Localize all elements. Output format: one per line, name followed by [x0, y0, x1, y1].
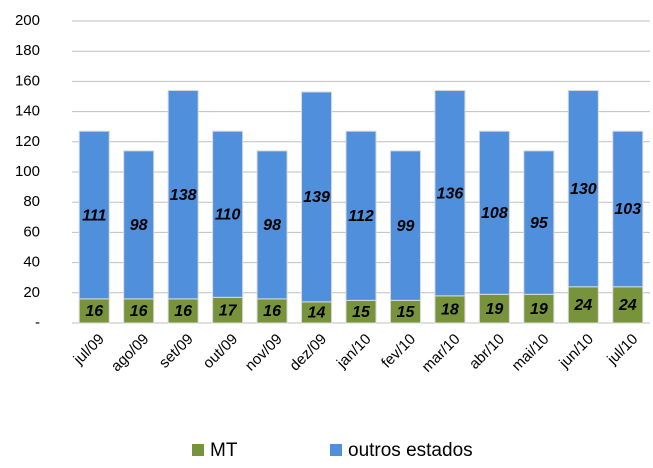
y-tick-label: - [35, 314, 40, 331]
data-label: 19 [485, 301, 503, 318]
data-label: 24 [573, 297, 592, 314]
y-tick-label: 140 [15, 103, 40, 120]
x-tick-label: mar/10 [419, 331, 464, 376]
x-tick-label: set/09 [156, 331, 197, 372]
y-tick-label: 40 [23, 254, 40, 271]
x-tick-label: jan/10 [333, 331, 375, 373]
bar-segment [567, 89, 599, 288]
data-label: 112 [348, 208, 374, 225]
bar-segment [212, 130, 244, 298]
data-label: 98 [130, 217, 148, 234]
x-tick-label: jul/10 [603, 331, 641, 369]
legend-label: outros estados [348, 440, 473, 461]
bar-segment [567, 286, 599, 324]
data-label: 16 [263, 303, 281, 320]
data-label: 18 [441, 302, 459, 319]
y-tick-label: 80 [23, 193, 40, 210]
legend-swatch [330, 444, 342, 456]
bar-segment [434, 89, 466, 297]
data-label: 14 [308, 305, 326, 322]
bar-segment [123, 150, 155, 300]
bar-segment [523, 150, 555, 295]
data-label: 136 [437, 185, 464, 202]
data-label: 108 [481, 205, 508, 222]
bar-segment [478, 130, 510, 295]
y-tick-label: 200 [15, 12, 40, 29]
bar-segment [123, 298, 155, 324]
bar-segment [612, 130, 644, 288]
data-label: 130 [570, 181, 597, 198]
x-tick-label: out/09 [200, 331, 242, 373]
data-label: 110 [215, 206, 241, 223]
data-label: 19 [530, 301, 548, 318]
bar-segment [345, 130, 377, 301]
data-label: 15 [352, 304, 371, 321]
y-tick-label: 160 [15, 72, 40, 89]
data-label: 103 [614, 201, 641, 218]
x-tick-label: dez/09 [286, 331, 330, 375]
bar-segment [434, 295, 466, 324]
y-tick-label: 180 [15, 42, 40, 59]
data-label: 111 [82, 207, 106, 224]
y-tick-label: 20 [23, 284, 40, 301]
bar-segment [78, 130, 110, 300]
y-tick-label: 120 [15, 133, 40, 150]
bar-segment [612, 286, 644, 324]
y-tick-label: 60 [23, 223, 40, 240]
y-tick-label: 100 [15, 163, 40, 180]
bar-segment [256, 150, 288, 300]
data-label: 95 [530, 215, 549, 232]
data-label: 138 [170, 187, 197, 204]
x-tick-label: mai/10 [509, 331, 553, 375]
bar-segment [389, 150, 421, 301]
data-label: 24 [618, 297, 637, 314]
x-tick-label: jul/09 [70, 331, 108, 369]
data-label: 98 [263, 217, 281, 234]
data-label: 17 [219, 302, 238, 319]
data-label: 15 [397, 304, 416, 321]
data-label: 16 [130, 303, 148, 320]
bar-segment [78, 298, 110, 324]
legend-label: MT [210, 440, 238, 461]
bar-segment [301, 91, 333, 303]
bar-segment [167, 298, 199, 324]
data-label: 16 [174, 303, 192, 320]
bar-segment [523, 293, 555, 324]
legend-swatch [192, 444, 204, 456]
data-label: 16 [85, 303, 103, 320]
bar-segment [167, 89, 199, 300]
x-tick-label: ago/09 [108, 331, 152, 375]
data-label: 139 [303, 189, 330, 206]
x-tick-label: abr/10 [466, 331, 508, 373]
x-tick-label: nov/09 [242, 331, 286, 375]
data-label: 99 [397, 218, 415, 235]
x-tick-label: jun/10 [555, 331, 597, 373]
x-tick-label: fev/10 [378, 331, 419, 372]
